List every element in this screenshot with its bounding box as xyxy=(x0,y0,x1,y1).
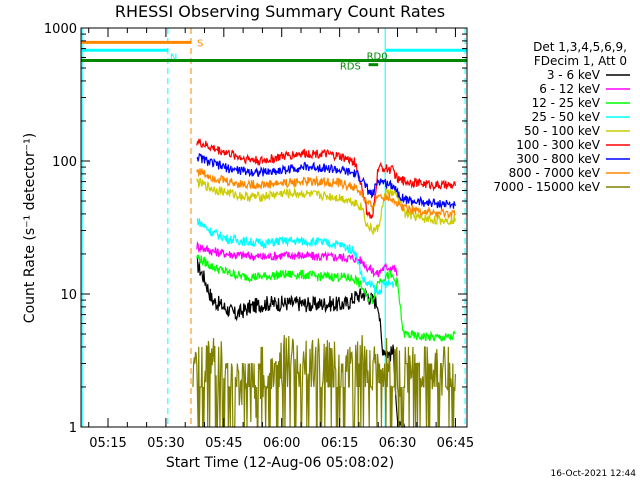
plot-frame xyxy=(80,27,468,428)
legend-label-7000-15000-kev: 7000 - 15000 keV xyxy=(493,180,600,194)
legend-label-3-6-kev: 3 - 6 keV xyxy=(547,68,601,82)
y-axis-label: Count Rate (s⁻¹ detector⁻¹) xyxy=(22,133,38,323)
x-tick-label: 06:15 xyxy=(321,436,358,451)
legend: Det 1,3,4,5,6,9,FDecim 1, Att 03 - 6 keV… xyxy=(493,40,630,194)
legend-header-line: Det 1,3,4,5,6,9, xyxy=(533,40,627,54)
series-100-300-kev xyxy=(196,138,457,219)
legend-label-25-50-kev: 25 - 50 keV xyxy=(532,110,601,124)
y-tick-label: 1 xyxy=(69,421,77,436)
annotation-label-rd0: RD0 xyxy=(367,52,388,63)
legend-label-100-300-kev: 100 - 300 keV xyxy=(516,138,600,152)
series-25-50-kev xyxy=(196,218,395,296)
chart-title: RHESSI Observing Summary Count Rates xyxy=(115,2,445,21)
vertical-markers-group xyxy=(81,28,466,427)
annotation-label-s: S xyxy=(197,38,203,49)
y-tick-label: 10 xyxy=(60,288,77,303)
legend-label-12-25-kev: 12 - 25 keV xyxy=(532,96,601,110)
series-300-800-kev xyxy=(196,153,456,210)
x-tick-label: 06:45 xyxy=(437,436,474,451)
x-tick-label: 06:30 xyxy=(379,436,416,451)
annotation-label-rds: RDS xyxy=(340,62,361,73)
x-tick-label: 05:15 xyxy=(89,436,126,451)
series-7000-15000-kev xyxy=(192,335,457,428)
y-axis-ticks: 1 10 100 1000 xyxy=(44,22,467,436)
x-axis-label: Start Time (12-Aug-06 05:08:02) xyxy=(166,455,394,471)
annotation-label-n: N xyxy=(170,52,177,63)
timestamp: 16-Oct-2021 12:44 xyxy=(551,469,637,479)
x-tick-label: 06:00 xyxy=(263,436,300,451)
series-50-100-kev xyxy=(196,177,457,236)
series-6-12-kev xyxy=(196,241,398,278)
x-tick-label: 05:30 xyxy=(147,436,184,451)
legend-label-6-12-kev: 6 - 12 keV xyxy=(539,82,601,96)
series-3-6-kev xyxy=(196,256,406,428)
legend-label-800-7000-kev: 800 - 7000 keV xyxy=(509,166,601,180)
x-axis-ticks: 05:15 05:30 05:45 06:00 06:15 06:30 06:45 xyxy=(88,28,474,451)
series-800-7000-kev xyxy=(196,168,456,220)
series-group xyxy=(192,138,457,428)
x-tick-label: 05:45 xyxy=(205,436,242,451)
legend-label-50-100-kev: 50 - 100 keV xyxy=(524,124,601,138)
y-tick-label: 1000 xyxy=(44,22,77,37)
legend-label-300-800-kev: 300 - 800 keV xyxy=(516,152,600,166)
legend-header-line: FDecim 1, Att 0 xyxy=(534,54,627,68)
annotation-bars-group: S N RD0 RDS xyxy=(81,38,467,73)
y-tick-label: 100 xyxy=(52,155,77,170)
series-12-25-kev xyxy=(196,253,456,342)
